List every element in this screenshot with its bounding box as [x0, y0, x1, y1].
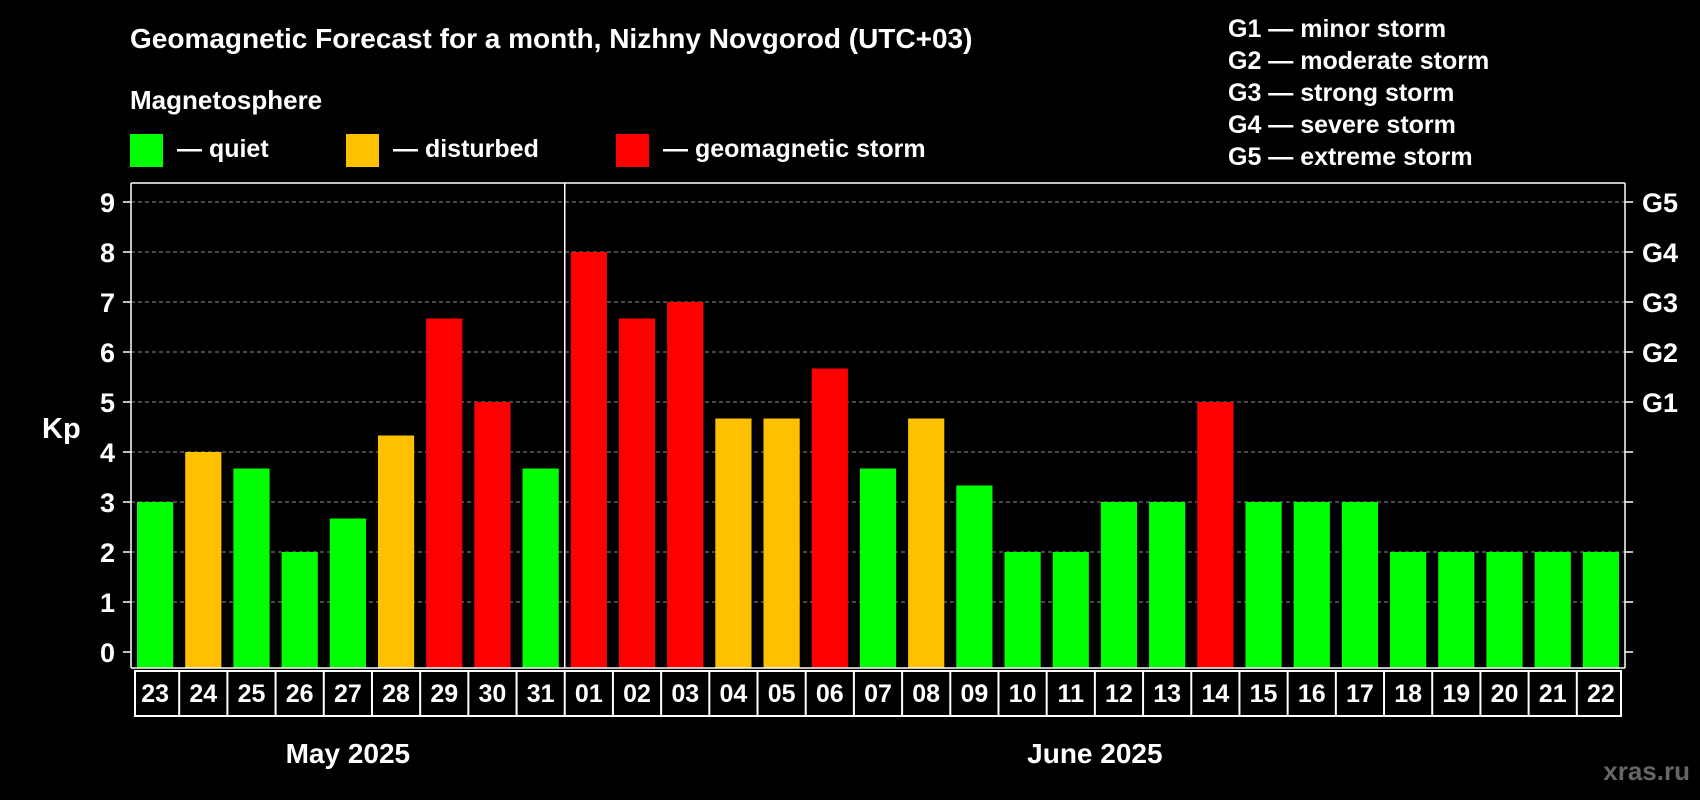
date-label-12: 12 — [1105, 680, 1133, 708]
bar-01 — [570, 252, 607, 668]
chart-title: Geomagnetic Forecast for a month, Nizhny… — [130, 23, 972, 54]
storm-scale-legend: G1 — minor storm G2 — moderate storm G3 … — [1228, 15, 1489, 171]
legend-swatch-quiet — [130, 134, 163, 167]
right-axis-label-g1: G1 — [1642, 388, 1678, 418]
month-label-1: June 2025 — [1027, 738, 1162, 769]
bar-08 — [908, 418, 945, 668]
bar-03 — [667, 302, 704, 668]
right-axis-label-g4: G4 — [1642, 238, 1678, 268]
bar-24 — [185, 452, 222, 668]
legend-heading: Magnetosphere — [130, 85, 322, 115]
right-axis-label-g2: G2 — [1642, 338, 1678, 368]
bar-23 — [137, 502, 174, 668]
bar-11 — [1052, 552, 1089, 668]
bar-21 — [1534, 552, 1571, 668]
legend-swatch-disturbed — [346, 134, 379, 167]
date-label-19: 19 — [1442, 680, 1470, 708]
date-label-07: 07 — [864, 680, 892, 708]
right-axis-label-g5: G5 — [1642, 188, 1678, 218]
y-tick-label: 9 — [100, 188, 115, 218]
bar-07 — [859, 468, 897, 668]
date-label-11: 11 — [1058, 680, 1085, 708]
bar-05 — [763, 418, 800, 668]
bar-12 — [1100, 502, 1138, 668]
legend-swatch-storm — [616, 134, 649, 167]
date-label-29: 29 — [430, 680, 458, 708]
date-axis-frame — [134, 670, 1622, 717]
bar-10 — [1004, 552, 1041, 668]
date-label-25: 25 — [238, 680, 266, 708]
watermark: xras.ru — [1603, 756, 1690, 786]
bar-16 — [1293, 502, 1330, 668]
bar-25 — [233, 468, 270, 668]
bar-29 — [426, 318, 463, 668]
date-label-13: 13 — [1153, 680, 1181, 708]
date-label-24: 24 — [189, 680, 217, 708]
date-label-08: 08 — [912, 680, 940, 708]
legend-label-disturbed: — disturbed — [393, 135, 539, 163]
date-label-22: 22 — [1587, 680, 1615, 708]
bar-09 — [956, 485, 993, 668]
bar-04 — [715, 418, 752, 668]
bar-30 — [474, 402, 511, 668]
date-label-09: 09 — [960, 680, 988, 708]
date-label-26: 26 — [286, 680, 314, 708]
y-tick-label: 8 — [100, 238, 115, 268]
date-label-06: 06 — [816, 680, 844, 708]
bar-27 — [329, 518, 366, 668]
month-label-0: May 2025 — [286, 738, 411, 769]
date-label-14: 14 — [1201, 680, 1229, 708]
storm-scale-g1: G1 — minor storm — [1228, 15, 1446, 43]
date-label-04: 04 — [720, 680, 748, 708]
date-label-30: 30 — [479, 680, 507, 708]
date-label-02: 02 — [623, 680, 651, 708]
legend-label-storm: — geomagnetic storm — [663, 135, 926, 163]
date-label-16: 16 — [1298, 680, 1326, 708]
bar-31 — [522, 468, 559, 668]
date-label-01: 01 — [575, 680, 603, 708]
storm-scale-g5: G5 — extreme storm — [1228, 143, 1473, 171]
storm-scale-g4: G4 — severe storm — [1228, 111, 1456, 139]
date-label-28: 28 — [382, 680, 410, 708]
storm-scale-g2: G2 — moderate storm — [1228, 47, 1489, 75]
y-tick-label: 5 — [100, 388, 115, 418]
legend: — quiet — disturbed — geomagnetic storm — [130, 134, 926, 167]
bar-13 — [1149, 502, 1186, 668]
date-label-31: 31 — [527, 680, 555, 708]
date-label-15: 15 — [1250, 680, 1278, 708]
date-label-05: 05 — [768, 680, 796, 708]
bar-14 — [1197, 402, 1234, 668]
y-axis-label: Kp — [42, 413, 81, 445]
bar-28 — [377, 435, 415, 668]
date-label-23: 23 — [141, 680, 169, 708]
date-label-18: 18 — [1394, 680, 1422, 708]
bar-19 — [1438, 552, 1475, 668]
bar-15 — [1245, 502, 1282, 668]
date-label-27: 27 — [334, 680, 362, 708]
date-label-10: 10 — [1009, 680, 1037, 708]
date-label-17: 17 — [1346, 680, 1374, 708]
bar-02 — [618, 318, 656, 668]
legend-label-quiet: — quiet — [177, 135, 269, 163]
storm-scale-g3: G3 — strong storm — [1228, 79, 1454, 107]
y-tick-label: 3 — [100, 488, 115, 518]
y-tick-label: 6 — [100, 338, 115, 368]
bar-06 — [811, 368, 848, 668]
bar-17 — [1341, 502, 1379, 668]
date-label-20: 20 — [1491, 680, 1519, 708]
bar-26 — [281, 552, 318, 668]
bar-22 — [1582, 552, 1619, 668]
bar-18 — [1390, 552, 1427, 668]
y-tick-label: 7 — [100, 288, 115, 318]
y-tick-label: 1 — [100, 588, 115, 618]
right-axis-label-g3: G3 — [1642, 288, 1678, 318]
y-tick-label: 0 — [100, 638, 115, 668]
y-tick-label: 2 — [100, 538, 115, 568]
date-label-21: 21 — [1539, 680, 1567, 708]
y-tick-label: 4 — [100, 438, 115, 468]
date-label-03: 03 — [671, 680, 699, 708]
bar-20 — [1486, 552, 1523, 668]
